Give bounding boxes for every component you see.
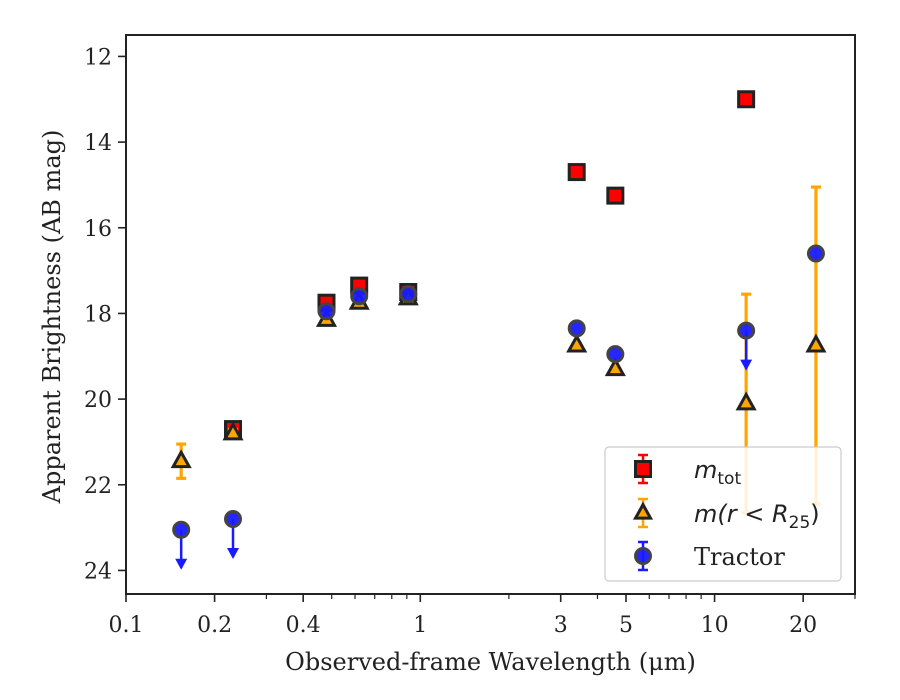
x-tick-label: 0.4 — [286, 613, 321, 638]
legend-marker-triangle — [632, 501, 654, 520]
marker-triangle — [170, 449, 192, 469]
legend-box — [604, 446, 842, 582]
data-point — [737, 321, 756, 371]
marker-square — [567, 163, 586, 182]
legend-label: mtot — [694, 456, 741, 489]
marker-circle — [399, 285, 418, 304]
data-point — [806, 244, 825, 263]
legend-marker-square — [634, 460, 652, 478]
upper-limit-arrow-head — [740, 359, 753, 371]
marker-triangle — [604, 357, 626, 377]
marker-circle — [172, 520, 191, 539]
marker-circle — [224, 510, 243, 529]
x-tick-label: 1 — [413, 613, 427, 638]
x-tick-label: 10 — [701, 613, 729, 638]
y-tick-label: 24 — [84, 559, 112, 584]
marker-circle — [737, 321, 756, 340]
marker-circle — [317, 302, 336, 321]
y-axis-label: Apparent Brightness (AB mag) — [38, 130, 66, 505]
series-3 — [172, 244, 825, 570]
marker-triangle — [805, 333, 827, 353]
y-tick-label: 14 — [84, 131, 112, 156]
marker-circle — [806, 244, 825, 263]
y-tick-label: 18 — [84, 302, 112, 327]
legend-entry: mtot — [634, 453, 741, 489]
data-point — [606, 186, 625, 205]
data-point — [170, 442, 192, 480]
axis-ticks: 0.1 0.2 0.4 1 3 5 10 20 12 14 16 18 20 22 24 — [84, 45, 856, 638]
marker-square — [606, 186, 625, 205]
data-point — [567, 163, 586, 182]
x-tick-label: 20 — [789, 613, 817, 638]
legend-label: Tractor — [694, 543, 785, 571]
x-axis-label: Observed-frame Wavelength (μm) — [285, 648, 696, 676]
y-tick-label: 16 — [84, 217, 112, 242]
marker-circle — [606, 345, 625, 364]
data-point — [317, 302, 336, 321]
legend-marker-circle — [634, 547, 652, 565]
plot-frame — [125, 34, 856, 595]
data-point — [604, 357, 626, 377]
legend-label: m(r < R25) — [694, 500, 820, 533]
data-point — [224, 510, 243, 560]
data-point — [606, 345, 625, 364]
marker-triangle — [566, 333, 588, 353]
y-tick-label: 22 — [84, 474, 112, 499]
marker-triangle — [222, 421, 244, 441]
x-tick-label: 0.1 — [109, 613, 144, 638]
marker-triangle — [735, 391, 757, 411]
marker-circle — [567, 319, 586, 338]
upper-limit-arrow-head — [227, 548, 240, 560]
x-tick-label: 5 — [619, 613, 633, 638]
y-tick-label: 12 — [84, 45, 112, 70]
series-1 — [224, 90, 756, 439]
y-tick-label: 20 — [84, 388, 112, 413]
legend: mtot m(r < R25) Tractor — [604, 446, 842, 582]
legend-entry: Tractor — [634, 540, 785, 572]
x-tick-label: 0.2 — [197, 613, 232, 638]
upper-limit-arrow-head — [175, 558, 188, 570]
legend-entry: m(r < R25) — [632, 497, 820, 533]
data-point — [222, 421, 244, 441]
x-tick-label: 3 — [554, 613, 568, 638]
data-point — [567, 319, 586, 338]
data-point — [737, 90, 756, 109]
data-point — [350, 287, 369, 306]
marker-square — [737, 90, 756, 109]
data-point — [399, 285, 418, 304]
data-point — [566, 333, 588, 353]
data-point — [172, 520, 191, 570]
marker-circle — [350, 287, 369, 306]
